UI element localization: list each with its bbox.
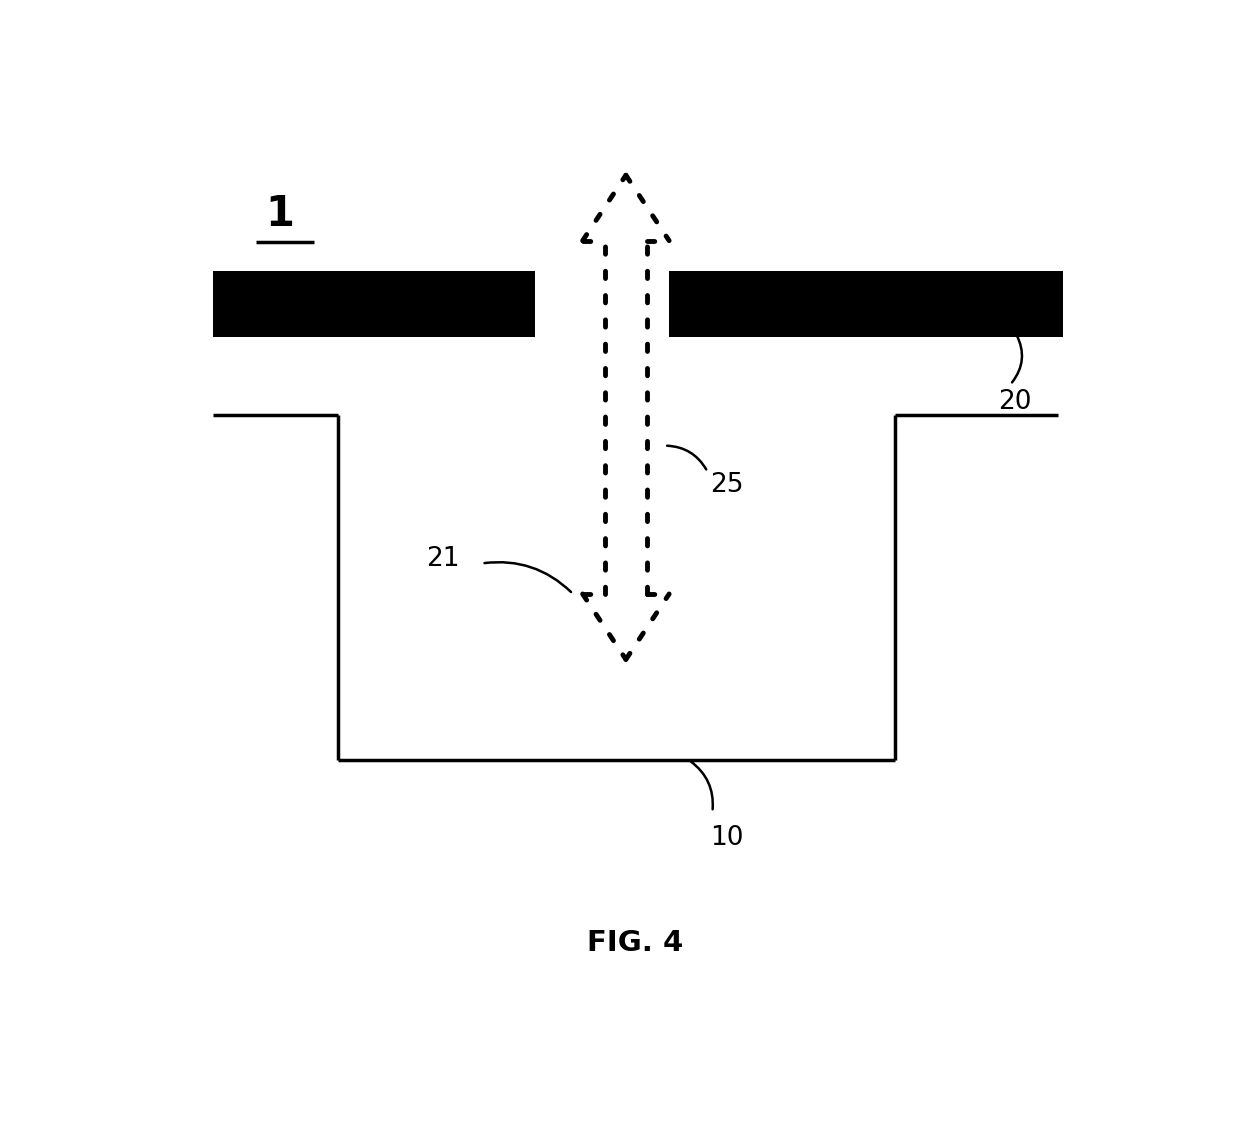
Bar — [213, 271, 534, 337]
Text: FIG. 4: FIG. 4 — [588, 929, 683, 957]
Text: 10: 10 — [711, 825, 744, 851]
Text: 20: 20 — [998, 389, 1032, 415]
Text: 25: 25 — [711, 472, 744, 497]
Bar — [670, 271, 1063, 337]
Text: 1: 1 — [265, 194, 294, 236]
Text: 21: 21 — [427, 546, 460, 572]
